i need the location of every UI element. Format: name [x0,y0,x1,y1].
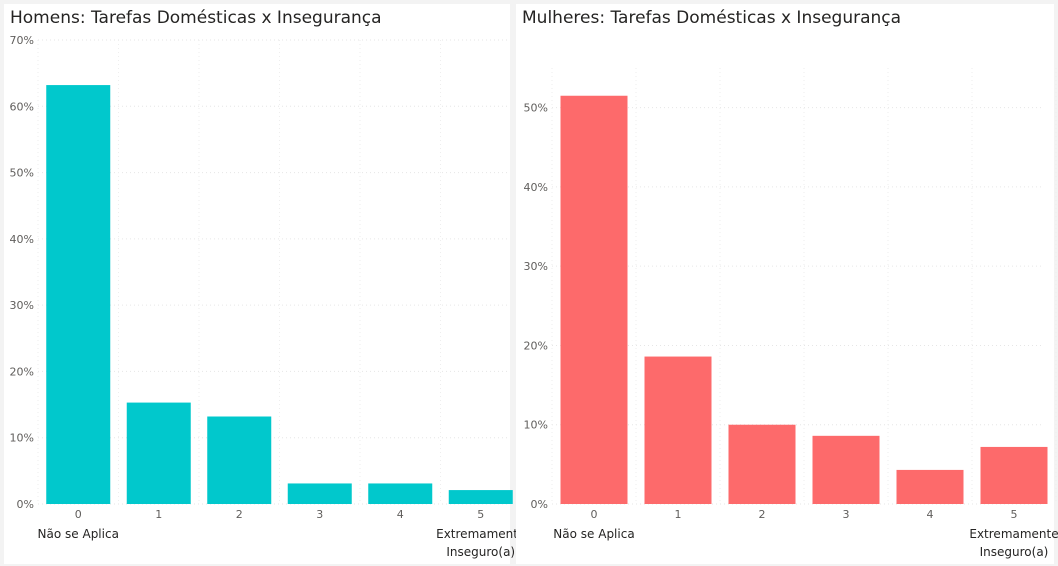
y-tick-label: 40% [524,181,548,194]
x-tick-label: 3 [316,508,323,521]
x-tick-label: 5 [1011,508,1018,521]
x-tick-label: 5 [477,508,484,521]
y-tick-label: 10% [524,419,548,432]
x-tick-label: 2 [236,508,243,521]
y-tick-label: 50% [10,167,34,180]
y-tick-label: 30% [524,260,548,273]
bar-3[interactable] [287,483,352,504]
y-tick-label: 50% [524,102,548,115]
chart-panel-women: Mulheres: Tarefas Domésticas x Inseguran… [516,4,1058,564]
chart-title: Homens: Tarefas Domésticas x Insegurança [10,8,382,28]
scale-high-label: Extremamente [969,527,1058,541]
x-tick-label: 0 [591,508,598,521]
y-tick-label: 70% [10,34,34,47]
y-tick-label: 0% [531,498,548,511]
y-tick-label: 20% [524,339,548,352]
chart-panel-men: Homens: Tarefas Domésticas x Insegurança… [4,4,526,564]
scale-high-label: Extremamente [436,527,525,541]
x-tick-label: 2 [759,508,766,521]
bar-4[interactable] [368,483,433,504]
bar-3[interactable] [812,435,880,504]
bar-0[interactable] [46,85,111,505]
y-tick-label: 10% [10,432,34,445]
bar-chart-women: 0% 10% 20% 30% 40% 50% 0 1 2 3 4 5 Não se Aplica Extr… [524,68,1058,559]
scale-high-label: Inseguro(a) [980,545,1049,559]
scale-low-label: Não se Aplica [38,527,119,541]
x-tick-label: 4 [927,508,934,521]
y-tick-label: 30% [10,299,34,312]
scale-high-label: Inseguro(a) [446,545,515,559]
bar-1[interactable] [644,356,712,504]
bar-2[interactable] [728,424,796,504]
chart-title: Mulheres: Tarefas Domésticas x Inseguran… [522,8,902,28]
bar-chart-men: 0% 10% 20% 30% 40% 50% 60% 70% 0 1 2 3 4 5 Não se Apli… [10,34,526,559]
bar-0[interactable] [560,95,628,504]
x-tick-label: 4 [397,508,404,521]
y-tick-label: 0% [17,498,34,511]
bar-4[interactable] [896,469,964,504]
bar-5[interactable] [448,490,513,504]
bar-1[interactable] [126,402,191,504]
y-tick-label: 40% [10,233,34,246]
x-tick-label: 1 [675,508,682,521]
x-tick-label: 1 [155,508,162,521]
y-tick-label: 60% [10,100,34,113]
bar-2[interactable] [207,416,272,504]
x-tick-label: 3 [843,508,850,521]
bar-5[interactable] [980,446,1048,504]
scale-low-label: Não se Aplica [553,527,634,541]
y-tick-label: 20% [10,365,34,378]
x-tick-label: 0 [75,508,82,521]
